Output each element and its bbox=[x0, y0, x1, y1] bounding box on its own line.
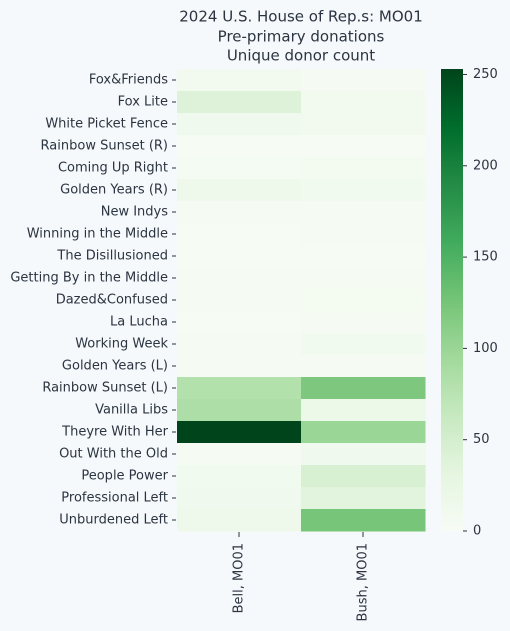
heat-cell bbox=[177, 289, 302, 312]
y-tick-label: Working Week bbox=[75, 337, 168, 352]
heat-cell bbox=[301, 333, 426, 356]
heat-cell bbox=[301, 509, 426, 532]
heat-cell bbox=[177, 223, 302, 246]
heat-cell bbox=[177, 157, 302, 180]
y-tick-label: Rainbow Sunset (R) bbox=[41, 139, 168, 154]
heat-cell bbox=[301, 487, 426, 510]
heat-cell bbox=[177, 377, 302, 400]
heat-cell bbox=[177, 201, 302, 224]
heat-cell bbox=[177, 443, 302, 466]
heat-cell bbox=[177, 509, 302, 532]
y-tick-label: Coming Up Right bbox=[58, 161, 168, 176]
heat-cell bbox=[301, 201, 426, 224]
colorbar-tick-label: 150 bbox=[473, 250, 498, 265]
colorbar-tick-label: 0 bbox=[473, 524, 481, 539]
y-tick-label: Dazed&Confused bbox=[56, 293, 168, 308]
heat-cell bbox=[177, 355, 302, 378]
heat-cell bbox=[301, 267, 426, 290]
colorbar-tick-label: 250 bbox=[473, 67, 498, 82]
y-tick-label: Getting By in the Middle bbox=[10, 271, 168, 286]
y-tick-label: Fox Lite bbox=[118, 95, 168, 110]
heat-cell bbox=[177, 421, 302, 444]
heat-cell bbox=[177, 245, 302, 268]
y-tick-label: New Indys bbox=[101, 205, 169, 220]
y-tick-label: Fox&Friends bbox=[89, 73, 168, 88]
heat-cell bbox=[301, 443, 426, 466]
heat-cell bbox=[301, 69, 426, 92]
chart-subtitle: Unique donor count bbox=[227, 47, 375, 65]
heat-cell bbox=[301, 399, 426, 422]
y-tick-label: Winning in the Middle bbox=[27, 227, 168, 242]
y-tick-label: Theyre With Her bbox=[61, 425, 168, 440]
x-tick-label: Bush, MO01 bbox=[356, 543, 371, 621]
heat-cell bbox=[301, 465, 426, 488]
y-tick-label: People Power bbox=[81, 469, 168, 484]
y-tick-label: White Picket Fence bbox=[45, 117, 168, 132]
x-tick-label: Bell, MO01 bbox=[232, 543, 247, 613]
heat-cell bbox=[177, 311, 302, 334]
heat-cell bbox=[177, 135, 302, 158]
chart-title: 2024 U.S. House of Rep.s: MO01 bbox=[179, 8, 423, 26]
y-tick-label: Unburdened Left bbox=[59, 513, 168, 528]
heat-cell bbox=[177, 91, 302, 114]
heat-cell bbox=[301, 421, 426, 444]
y-tick-label: Golden Years (R) bbox=[60, 183, 168, 198]
heat-cell bbox=[177, 399, 302, 422]
heat-cell bbox=[177, 69, 302, 92]
y-tick-label: The Disillusioned bbox=[56, 249, 168, 264]
heat-cell bbox=[177, 267, 302, 290]
y-tick-label: Rainbow Sunset (L) bbox=[42, 381, 168, 396]
y-tick-label: La Lucha bbox=[110, 315, 168, 330]
y-tick-label: Out With the Old bbox=[59, 447, 168, 462]
chart-subtitle: Pre-primary donations bbox=[218, 28, 385, 46]
heat-cell bbox=[301, 245, 426, 268]
heat-cell bbox=[301, 179, 426, 202]
heat-cell bbox=[177, 113, 302, 136]
heat-cell bbox=[301, 377, 426, 400]
heat-cell bbox=[301, 289, 426, 312]
colorbar-tick-label: 200 bbox=[473, 158, 498, 173]
y-tick-label: Golden Years (L) bbox=[62, 359, 168, 374]
heat-cell bbox=[177, 333, 302, 356]
heat-cell bbox=[177, 179, 302, 202]
y-tick-label: Professional Left bbox=[61, 491, 168, 506]
colorbar-tick-label: 50 bbox=[473, 432, 490, 447]
colorbar-tick-label: 100 bbox=[473, 341, 498, 356]
heat-cell bbox=[177, 465, 302, 488]
colorbar bbox=[441, 69, 463, 531]
heat-cell bbox=[301, 157, 426, 180]
heat-cell bbox=[301, 113, 426, 136]
heat-cell bbox=[177, 487, 302, 510]
heat-cell bbox=[301, 355, 426, 378]
heat-cell bbox=[301, 135, 426, 158]
heat-cell bbox=[301, 223, 426, 246]
heat-cell bbox=[301, 311, 426, 334]
y-tick-label: Vanilla Libs bbox=[95, 403, 168, 418]
heat-cell bbox=[301, 91, 426, 114]
